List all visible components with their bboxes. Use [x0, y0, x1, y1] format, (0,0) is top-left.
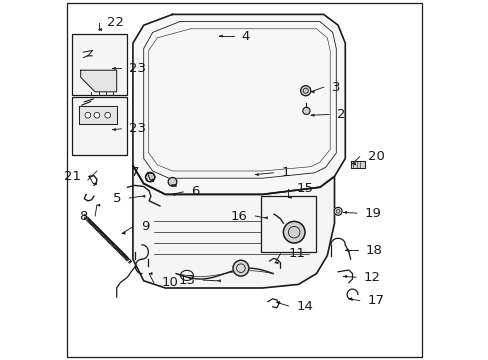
- Text: 9: 9: [141, 220, 149, 233]
- Bar: [260, 196, 316, 252]
- Text: 6: 6: [191, 185, 199, 198]
- Circle shape: [168, 177, 177, 186]
- Text: 18: 18: [365, 244, 382, 257]
- Text: 3: 3: [331, 81, 340, 94]
- Text: 16: 16: [230, 210, 247, 222]
- Circle shape: [333, 207, 342, 215]
- Circle shape: [85, 112, 91, 118]
- Text: 22: 22: [106, 16, 123, 29]
- Text: 7: 7: [131, 166, 139, 179]
- Polygon shape: [81, 70, 117, 92]
- Circle shape: [302, 107, 309, 114]
- Circle shape: [104, 112, 110, 118]
- Polygon shape: [133, 166, 334, 288]
- Circle shape: [94, 112, 100, 118]
- Text: 2: 2: [336, 108, 345, 121]
- Text: 21: 21: [64, 170, 81, 183]
- Text: 12: 12: [363, 271, 380, 284]
- Text: 4: 4: [241, 30, 249, 42]
- Text: 11: 11: [288, 247, 305, 260]
- Text: 15: 15: [296, 183, 313, 195]
- Text: 14: 14: [296, 300, 313, 312]
- Text: 10: 10: [162, 276, 178, 289]
- Text: 23: 23: [129, 62, 146, 75]
- Circle shape: [283, 221, 305, 243]
- Text: 17: 17: [367, 294, 384, 307]
- Text: 1: 1: [281, 166, 289, 179]
- Bar: [72, 34, 127, 95]
- Text: 13: 13: [178, 274, 195, 287]
- Text: 19: 19: [364, 207, 381, 220]
- Circle shape: [300, 86, 310, 96]
- Polygon shape: [133, 14, 345, 194]
- Circle shape: [232, 260, 248, 276]
- Text: 5: 5: [113, 192, 121, 204]
- Bar: [72, 97, 127, 155]
- Text: 23: 23: [129, 122, 146, 135]
- Text: 8: 8: [79, 210, 87, 222]
- Polygon shape: [350, 161, 365, 168]
- Circle shape: [147, 174, 153, 180]
- Polygon shape: [79, 106, 117, 124]
- Text: 20: 20: [367, 150, 384, 163]
